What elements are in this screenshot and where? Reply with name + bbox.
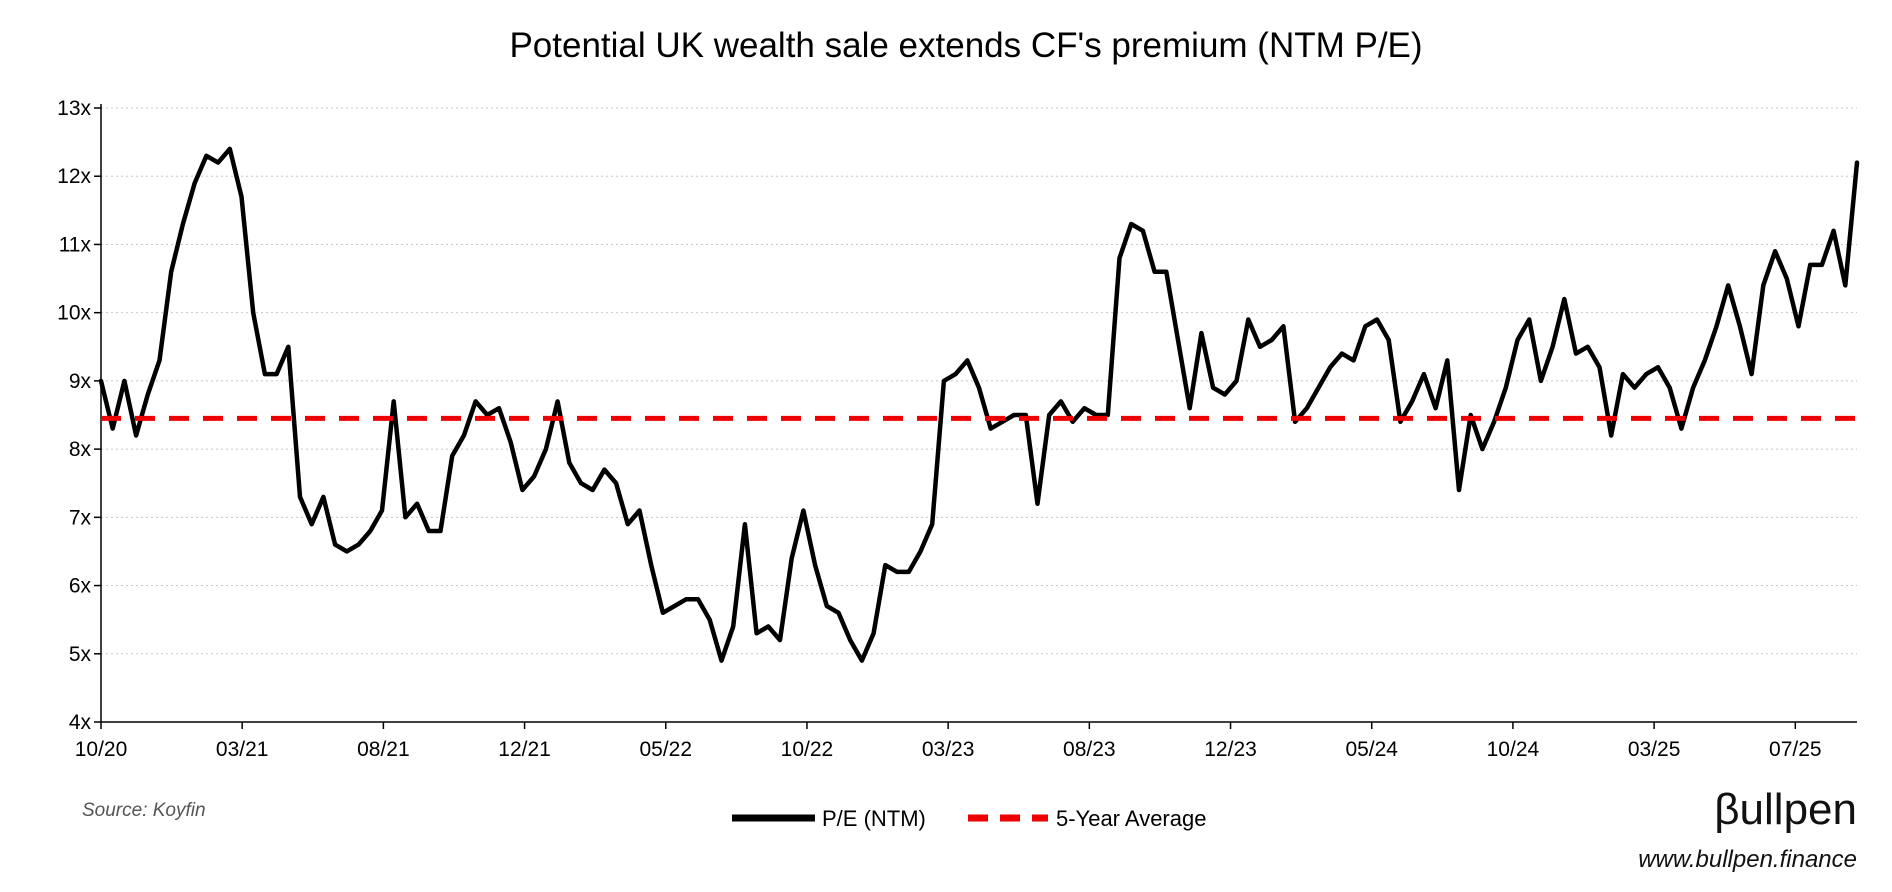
y-tick-label: 9x xyxy=(69,370,92,393)
brand-website: www.bullpen.finance xyxy=(1638,846,1857,873)
y-tick-label: 11x xyxy=(59,233,92,256)
x-tick-label: 05/22 xyxy=(639,738,692,761)
y-tick-label: 8x xyxy=(69,438,92,461)
brand-logo: βullpen xyxy=(1714,785,1857,834)
x-tick-label: 08/23 xyxy=(1063,738,1116,761)
x-tick-label: 12/21 xyxy=(498,738,551,761)
y-tick-label: 4x xyxy=(69,711,92,734)
x-tick-label: 03/25 xyxy=(1628,738,1681,761)
y-tick-label: 12x xyxy=(57,165,91,188)
legend-label-pe: P/E (NTM) xyxy=(822,806,926,831)
legend: P/E (NTM) 5-Year Average xyxy=(732,806,1206,831)
source-note: Source: Koyfin xyxy=(82,800,206,821)
legend-label-average: 5-Year Average xyxy=(1056,806,1206,831)
y-tick-label: 13x xyxy=(57,97,91,120)
x-axis: 10/20 03/21 08/21 12/21 05/22 10/22 03/23 08/23… xyxy=(75,721,1857,761)
series-line-pe xyxy=(98,146,1860,663)
x-tick-label: 03/23 xyxy=(922,738,975,761)
y-tick-label: 6x xyxy=(69,575,92,598)
gridlines xyxy=(101,107,1857,655)
x-tick-label: 10/20 xyxy=(75,738,128,761)
y-axis: 4x 5x 6x 7x 8x 9x 10x 11x 12x 13x xyxy=(57,97,102,734)
y-tick-label: 5x xyxy=(69,643,92,666)
y-tick-label: 10x xyxy=(57,302,91,325)
x-tick-label: 10/24 xyxy=(1487,738,1540,761)
series-layer xyxy=(98,146,1860,663)
x-tick-label: 10/22 xyxy=(781,738,834,761)
chart-title: Potential UK wealth sale extends CF's pr… xyxy=(509,26,1422,65)
y-tick-label: 7x xyxy=(69,506,92,529)
x-tick-label: 05/24 xyxy=(1345,738,1398,761)
x-tick-label: 08/21 xyxy=(357,738,410,761)
x-tick-label: 07/25 xyxy=(1769,738,1822,761)
x-tick-label: 03/21 xyxy=(216,738,269,761)
x-tick-label: 12/23 xyxy=(1204,738,1257,761)
